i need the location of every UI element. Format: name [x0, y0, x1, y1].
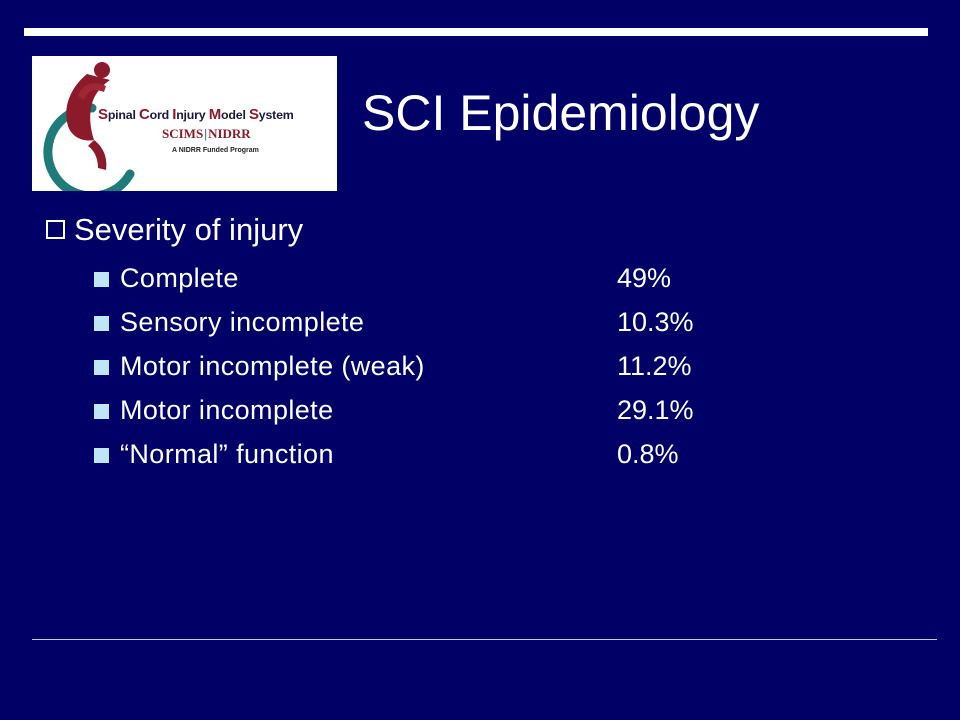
item-value: 29.1% — [617, 395, 694, 425]
square-bullet-icon — [94, 448, 109, 463]
item-label: Motor incomplete — [120, 395, 334, 425]
list-item: Motor incomplete 29.1% — [94, 393, 734, 437]
item-value: 11.2% — [617, 351, 692, 381]
item-label: Complete — [120, 263, 239, 293]
square-bullet-icon — [94, 404, 109, 419]
severity-list: Complete 49% Sensory incomplete 10.3% Mo… — [94, 261, 734, 481]
item-value: 49% — [617, 263, 672, 293]
item-value: 0.8% — [617, 439, 679, 469]
list-item: Complete 49% — [94, 261, 734, 305]
item-label: Motor incomplete (weak) — [120, 351, 425, 381]
list-item: “Normal” function 0.8% — [94, 437, 734, 481]
bottom-divider — [32, 639, 937, 640]
scims-logo: Spinal Cord Injury Model System SCIMS|NI… — [32, 56, 337, 191]
logo-subtitle: SCIMS|NIDRR — [162, 126, 251, 141]
square-bullet-icon — [94, 272, 109, 287]
heading-text: Severity of injury — [74, 212, 304, 247]
slide-title: SCI Epidemiology — [362, 85, 760, 141]
list-item: Motor incomplete (weak) 11.2% — [94, 349, 734, 393]
bullet-heading: Severity of injury — [46, 212, 303, 248]
item-value: 10.3% — [617, 307, 694, 337]
logo-tagline: A NIDRR Funded Program — [172, 147, 259, 154]
logo-title: Spinal Cord Injury Model System — [98, 106, 294, 123]
top-divider — [24, 28, 928, 36]
square-bullet-icon — [94, 360, 109, 375]
item-label: Sensory incomplete — [120, 307, 365, 337]
list-item: Sensory incomplete 10.3% — [94, 305, 734, 349]
hollow-square-bullet-icon — [46, 220, 65, 239]
wheelchair-figure-icon — [43, 62, 135, 191]
square-bullet-icon — [94, 316, 109, 331]
item-label: “Normal” function — [120, 439, 334, 469]
